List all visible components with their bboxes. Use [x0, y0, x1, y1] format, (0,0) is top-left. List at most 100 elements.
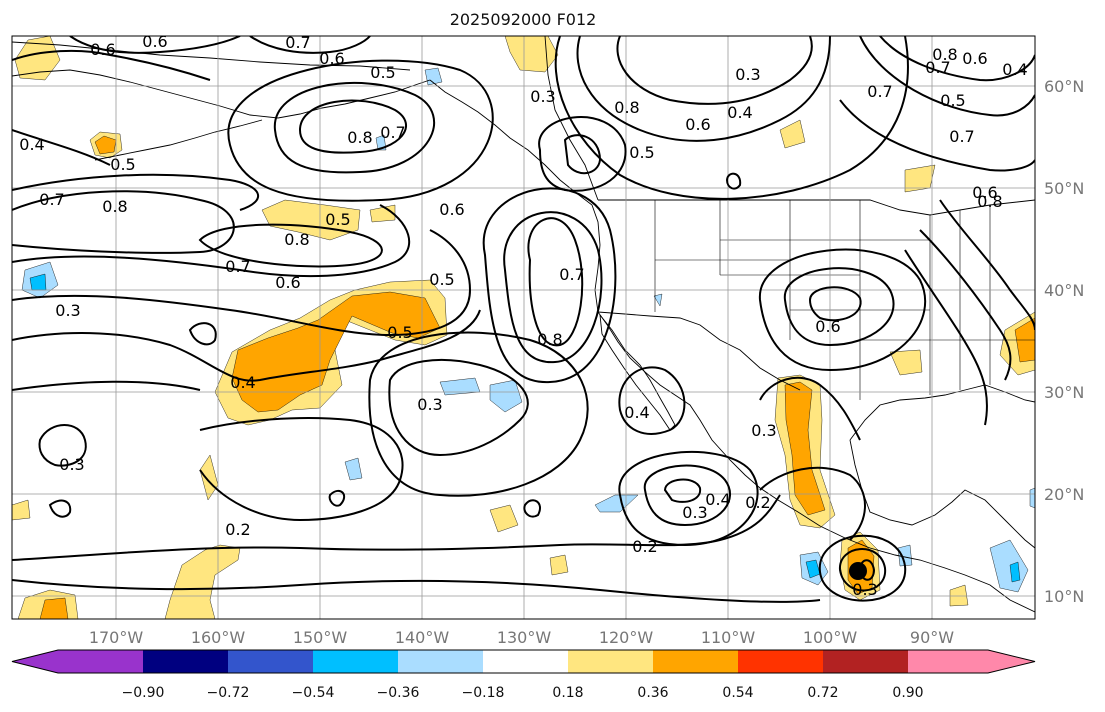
coastline-alaska	[12, 69, 431, 119]
border-canada-alaska	[544, 36, 599, 201]
colorbar-segment	[568, 650, 653, 673]
contour-label: 0.7	[867, 82, 892, 101]
lon-tick-label: 170°W	[89, 628, 144, 647]
contour-line	[939, 199, 1035, 331]
fill-negative-small-6	[897, 544, 913, 567]
fill-positive-bering-core	[94, 135, 117, 155]
coastline-gulf	[849, 384, 1035, 441]
contour-line	[643, 464, 731, 527]
contour-line	[663, 478, 702, 503]
contour-line	[12, 229, 472, 337]
colorbar-tick-label: −0.54	[292, 685, 335, 701]
contour-label: 0.5	[325, 210, 350, 229]
colorbar-tick-label: 0.54	[722, 685, 753, 701]
contour-label: 0.6	[962, 49, 987, 68]
fill-negative-small-5	[1029, 487, 1035, 509]
contour-line	[69, 36, 241, 54]
contour-line	[859, 36, 1035, 117]
border-us-mexico	[597, 311, 801, 391]
contour-label: 0.5	[387, 323, 412, 342]
contour-line	[199, 417, 404, 522]
lat-tick-label: 50°N	[1044, 179, 1084, 198]
fill-negative-small-1	[344, 457, 363, 481]
contour-line	[879, 36, 1035, 82]
fill-negative-small-2	[424, 67, 443, 86]
shaded-fields	[12, 36, 1035, 619]
contour-label: 0.4	[705, 490, 730, 509]
contour-label: 0.3	[682, 503, 707, 522]
colorbar-segment	[738, 650, 823, 673]
contour-line	[12, 579, 821, 603]
lon-tick-label: 90°W	[910, 628, 954, 647]
colorbar-segment	[483, 650, 568, 673]
contour-label: 0.7	[380, 123, 405, 142]
contour-line	[725, 172, 742, 190]
contour-line	[576, 36, 831, 142]
contour-label: 0.3	[852, 580, 877, 599]
contour-label: 0.7	[285, 33, 310, 52]
storm-center-marker	[849, 562, 867, 580]
contour-label: 0.6	[685, 115, 710, 134]
contour-line	[503, 211, 603, 364]
contour-line	[298, 99, 407, 154]
colorbar-segment	[58, 650, 143, 673]
fill-positive-tropics-3	[549, 554, 569, 576]
contour-line	[523, 499, 541, 518]
contour-label: 0.5	[370, 63, 395, 82]
contour-label: 0.6	[815, 317, 840, 336]
lon-tick-labels: 170°W 160°W 150°W 140°W 130°W 120°W 110°…	[89, 628, 954, 647]
contour-label: 0.7	[39, 190, 64, 209]
lat-tick-label: 40°N	[1044, 281, 1084, 300]
map-title: 2025092000 F012	[450, 10, 597, 29]
contour-label: 0.5	[629, 143, 654, 162]
fill-positive-south-west-2-core	[39, 597, 69, 619]
contour-label: 0.3	[735, 65, 760, 84]
contour-label: 0.8	[284, 230, 309, 249]
contour-label: 0.4	[1002, 60, 1027, 79]
contour-line	[48, 499, 72, 518]
contour-line	[227, 59, 494, 202]
contour-line	[12, 380, 201, 391]
colorbar-outline	[11, 649, 1036, 674]
contour-label: 0.4	[727, 103, 752, 122]
contour-line	[618, 366, 686, 435]
contour-line	[858, 559, 876, 581]
coastline-north-america-west	[429, 79, 1035, 613]
contour-line	[783, 267, 895, 347]
colorbar-segment	[908, 650, 988, 673]
colorbar-tick-label: 0.90	[892, 685, 923, 701]
contour-line	[904, 249, 988, 426]
contour-line	[818, 534, 907, 602]
contour-label: 0.6	[275, 273, 300, 292]
colorbar-tick-label: 0.72	[807, 685, 838, 701]
contour-line	[328, 489, 346, 507]
fill-negative-trop-3-core	[1009, 561, 1021, 583]
contour-line	[838, 548, 887, 592]
contour-label: 0.2	[745, 493, 770, 512]
contour-line	[839, 99, 1035, 172]
contour-label: 0.3	[59, 455, 84, 474]
lon-tick-label: 100°W	[803, 628, 858, 647]
contour-label: 0.8	[102, 197, 127, 216]
contour-label: 0.8	[977, 192, 1002, 211]
contour-line	[527, 217, 584, 347]
map-frame	[11, 35, 1036, 620]
lon-tick-label: 160°W	[191, 628, 246, 647]
lon-tick-label: 150°W	[293, 628, 348, 647]
contour-line	[38, 424, 87, 467]
contour-line	[759, 376, 861, 441]
coastline-aleutians	[94, 119, 263, 161]
fill-positive-north-coast	[504, 36, 559, 73]
contour-line	[12, 204, 411, 278]
coastlines-and-borders	[12, 36, 1035, 613]
map-area: 0.6 0.6 0.7 0.6 0.5 0.8 0.7 0.4 0.5 0.7 …	[12, 33, 1035, 619]
colorbar-tick-label: −0.18	[462, 685, 505, 701]
contour-label: 0.3	[530, 87, 555, 106]
contour-label: 0.8	[537, 330, 562, 349]
contour-label: 0.4	[19, 135, 44, 154]
contour-label: 0.8	[347, 128, 372, 147]
contour-lines	[12, 36, 1035, 603]
border-canada-us	[598, 199, 1035, 216]
colorbar-segment	[398, 650, 483, 673]
contour-label: 0.3	[751, 421, 776, 440]
